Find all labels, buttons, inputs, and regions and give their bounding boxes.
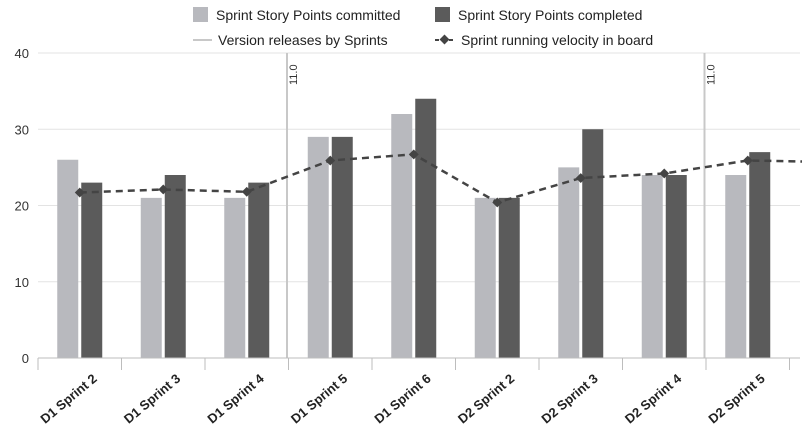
velocity-point[interactable] xyxy=(575,173,586,183)
x-tick-label: D1 Sprint 3 xyxy=(121,371,183,427)
bar-committed[interactable] xyxy=(57,159,79,358)
legend-label-completed: Sprint Story Points completed xyxy=(458,7,642,23)
bar-completed[interactable] xyxy=(331,136,353,358)
velocity-point[interactable] xyxy=(325,155,336,166)
x-tick-label: D1 Sprint 4 xyxy=(204,370,267,426)
legend-item-completed[interactable]: Sprint Story Points completed xyxy=(435,7,642,23)
velocity-line xyxy=(74,149,802,208)
release-label: 11.0 xyxy=(288,64,300,85)
x-tick-label: D1 Sprint 6 xyxy=(371,371,433,427)
bar-committed[interactable] xyxy=(641,175,663,358)
legend-item-releases[interactable]: Version releases by Sprints xyxy=(193,32,388,48)
bar-committed[interactable] xyxy=(474,197,496,358)
bars xyxy=(57,98,771,358)
x-tick-label: D2 Sprint 2 xyxy=(455,371,517,427)
bar-completed[interactable] xyxy=(248,182,270,358)
bar-committed[interactable] xyxy=(224,197,246,358)
velocity-point[interactable] xyxy=(659,168,670,179)
x-tick-label: D2 Sprint 3 xyxy=(538,371,600,427)
bar-committed[interactable] xyxy=(307,136,329,358)
velocity-point[interactable] xyxy=(742,155,753,166)
bar-completed[interactable] xyxy=(164,175,186,358)
velocity-point[interactable] xyxy=(74,187,85,198)
velocity-point[interactable] xyxy=(241,186,252,197)
bar-committed[interactable] xyxy=(391,114,413,358)
release-label: 11.0 xyxy=(706,64,718,85)
bar-committed[interactable] xyxy=(140,197,162,358)
release-lines: 11.0 11.0 xyxy=(286,53,718,358)
bar-completed[interactable] xyxy=(749,152,771,358)
y-tick-label: 10 xyxy=(15,275,29,290)
legend-item-committed[interactable]: Sprint Story Points committed xyxy=(193,7,400,23)
y-tick-label: 30 xyxy=(15,122,29,137)
velocity-point[interactable] xyxy=(408,149,419,160)
bar-completed[interactable] xyxy=(81,182,103,358)
bar-committed[interactable] xyxy=(558,167,580,358)
y-tick-label: 40 xyxy=(15,46,29,61)
x-tick-label: D1 Sprint 5 xyxy=(288,371,350,427)
bar-committed[interactable] xyxy=(725,175,747,358)
bar-completed[interactable] xyxy=(415,98,437,358)
y-tick-label: 20 xyxy=(15,199,29,214)
x-tick-label: D1 Sprint 2 xyxy=(37,371,99,427)
velocity-path xyxy=(79,153,802,204)
legend-label-committed: Sprint Story Points committed xyxy=(216,7,400,23)
x-tick-label: D2 Sprint 4 xyxy=(622,370,685,426)
velocity-point[interactable] xyxy=(492,197,503,208)
velocity-point[interactable] xyxy=(158,184,169,195)
bar-completed[interactable] xyxy=(582,129,604,358)
x-tick-label: D2 Sprint 5 xyxy=(705,371,767,427)
legend-swatch-committed xyxy=(193,7,208,22)
legend-label-velocity: Sprint running velocity in board xyxy=(461,32,653,48)
legend-swatch-completed xyxy=(435,7,450,22)
legend-swatch-velocity-marker xyxy=(439,34,450,45)
bar-completed[interactable] xyxy=(665,175,687,358)
legend: Sprint Story Points committed Sprint Sto… xyxy=(193,7,653,48)
bar-completed[interactable] xyxy=(498,197,520,358)
y-tick-label: 0 xyxy=(22,351,29,366)
legend-item-velocity[interactable]: Sprint running velocity in board xyxy=(435,32,653,48)
legend-label-releases: Version releases by Sprints xyxy=(218,32,388,48)
